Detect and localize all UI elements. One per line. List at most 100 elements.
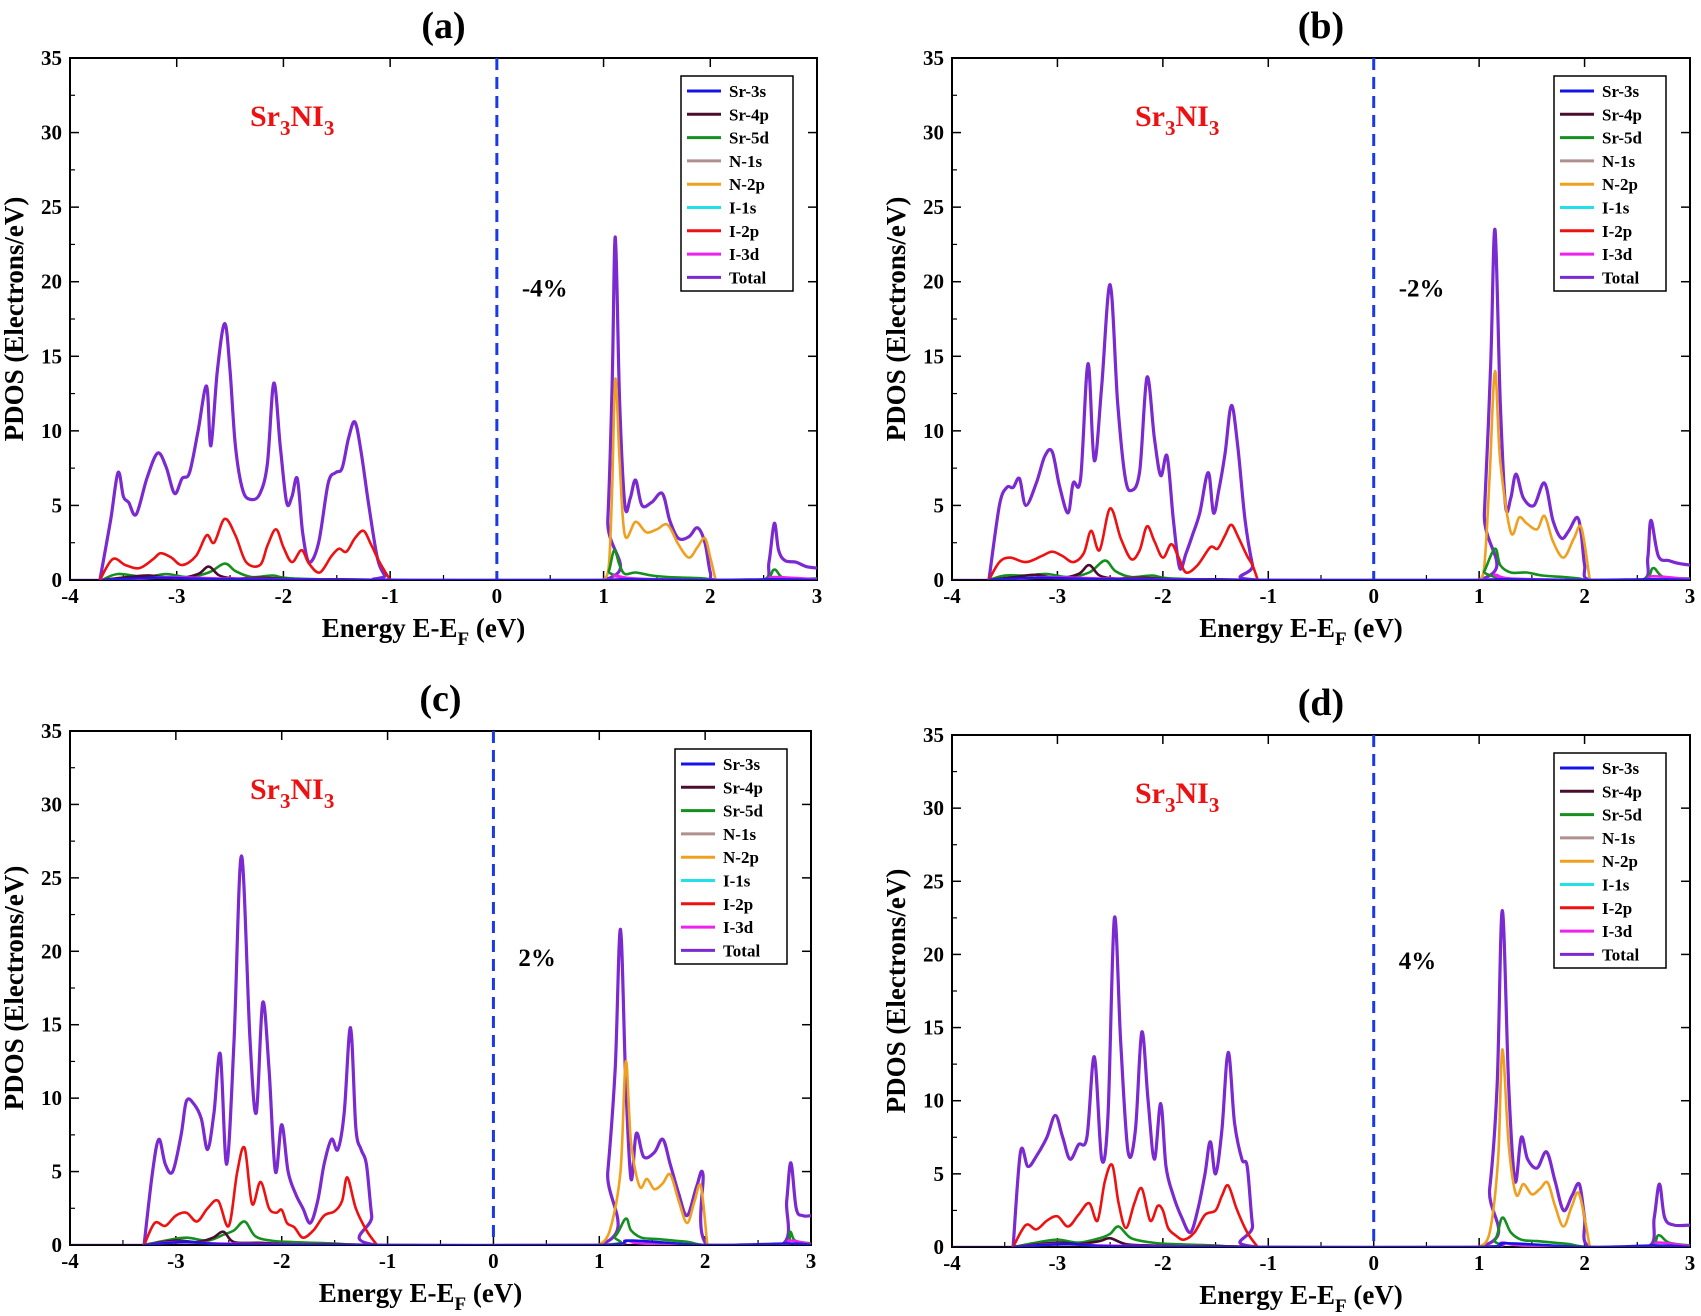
y-tick-label: 35: [41, 719, 62, 743]
strain-label: -4%: [522, 276, 568, 303]
x-tick-label: -2: [275, 584, 293, 608]
series-group: [142, 854, 811, 1245]
y-tick-label: 20: [923, 942, 944, 966]
legend-label: Sr-5d: [1602, 806, 1643, 825]
legend-label: N-2p: [723, 848, 759, 867]
legend-label: Sr-5d: [1602, 129, 1643, 148]
x-axis-title: Energy E-EF (eV): [319, 1278, 523, 1315]
y-tick-label: 20: [923, 270, 944, 294]
y-tick-label: 15: [41, 1013, 62, 1037]
y-axis-title: PDOS (Electrons/eV): [881, 869, 911, 1114]
panel-label: (b): [1298, 5, 1344, 47]
x-axis-title: Energy E-EF (eV): [322, 613, 526, 650]
y-tick-label: 10: [41, 419, 62, 443]
legend-label: Sr-4p: [723, 778, 763, 797]
y-tick-label: 20: [41, 270, 62, 294]
series-i-2p-line: [1011, 1163, 1259, 1247]
legend-label: N-1s: [729, 152, 762, 171]
series-sr-3s-line: [101, 576, 817, 580]
x-tick-label: 0: [488, 1249, 499, 1273]
series-i-2p-line: [98, 517, 392, 580]
legend-label: I-3d: [1602, 922, 1633, 941]
x-tick-label: -2: [1154, 1251, 1172, 1275]
series-sr-3s-line: [1013, 1242, 1690, 1247]
panel-label: (d): [1298, 682, 1344, 724]
x-tick-label: 3: [1685, 1251, 1696, 1275]
x-tick-label: -1: [379, 1249, 397, 1273]
legend-label: N-1s: [1602, 152, 1635, 171]
legend-label: Sr-5d: [729, 129, 770, 148]
y-tick-label: 0: [934, 1235, 945, 1259]
legend-label: N-1s: [723, 825, 756, 844]
x-tick-label: 2: [705, 584, 716, 608]
series-total-line: [98, 235, 817, 580]
legend-label: Sr-4p: [1602, 105, 1642, 124]
x-tick-label: -1: [381, 584, 399, 608]
legend-label: Sr-4p: [729, 105, 769, 124]
legend-label: Sr-3s: [723, 755, 761, 774]
panel-label: (c): [419, 678, 461, 720]
compound-label: Sr3NI3: [250, 773, 334, 813]
legend-label: I-3d: [729, 245, 760, 264]
legend: Sr-3s Sr-4p Sr-5d N-1s N-2p I-1s I-2p I-3d Total: [680, 75, 794, 292]
x-tick-label: -2: [273, 1249, 291, 1273]
legend-label: N-2p: [1602, 852, 1638, 871]
legend-label: N-2p: [1602, 175, 1638, 194]
x-tick-label: -1: [1260, 584, 1278, 608]
compound-label: Sr3NI3: [1135, 100, 1219, 140]
y-tick-label: 5: [934, 1162, 945, 1186]
x-tick-label: 2: [1579, 584, 1590, 608]
series-n-2p-line: [1477, 369, 1592, 580]
legend-label: I-2p: [1602, 222, 1632, 241]
y-tick-label: 5: [52, 1160, 63, 1184]
y-tick-label: 25: [41, 195, 62, 219]
y-tick-label: 30: [41, 121, 62, 145]
x-axis-title: Energy E-EF (eV): [1199, 1280, 1403, 1316]
legend-label: Sr-4p: [1602, 782, 1642, 801]
x-tick-label: -4: [943, 584, 961, 608]
y-tick-label: 0: [52, 568, 63, 592]
y-axis-title: PDOS (Electrons/eV): [0, 197, 29, 442]
y-tick-label: 5: [52, 493, 63, 517]
legend-label: I-1s: [729, 199, 757, 218]
legend-label: I-2p: [729, 222, 759, 241]
series-i-2p-line: [987, 507, 1259, 580]
legend-label: I-2p: [1602, 899, 1632, 918]
y-tick-label: 35: [923, 723, 944, 747]
legend-label: I-3d: [723, 918, 754, 937]
legend-label: Sr-3s: [1602, 759, 1640, 778]
series-sr-3s-line: [988, 576, 1690, 580]
x-tick-label: -1: [1260, 1251, 1278, 1275]
legend-label: N-2p: [729, 175, 765, 194]
series-sr-3s-line: [144, 1239, 811, 1245]
x-tick-label: 2: [700, 1249, 711, 1273]
x-tick-label: 0: [492, 584, 503, 608]
series-n-2p-line: [602, 377, 717, 580]
x-tick-label: 3: [812, 584, 823, 608]
legend: Sr-3s Sr-4p Sr-5d N-1s N-2p I-1s I-2p I-3d Total: [1553, 752, 1667, 969]
y-tick-label: 10: [41, 1086, 62, 1110]
legend-label: I-2p: [723, 895, 753, 914]
y-tick-label: 15: [923, 344, 944, 368]
y-tick-label: 30: [923, 121, 944, 145]
series-n-2p-line: [598, 1060, 709, 1245]
compound-label: Sr3NI3: [250, 100, 334, 140]
y-tick-label: 35: [41, 46, 62, 70]
series-n-2p-line: [1478, 1048, 1592, 1247]
legend-label: I-3d: [1602, 245, 1633, 264]
legend-label: Sr-3s: [729, 82, 767, 101]
x-tick-label: -3: [168, 584, 186, 608]
series-total-line: [987, 227, 1690, 580]
y-tick-label: 30: [41, 792, 62, 816]
legend-label: Total: [723, 941, 760, 960]
x-tick-label: 3: [806, 1249, 817, 1273]
legend-label: N-1s: [1602, 829, 1635, 848]
y-tick-label: 30: [923, 796, 944, 820]
x-tick-label: -4: [61, 584, 79, 608]
y-tick-label: 35: [923, 46, 944, 70]
series-total-line: [1011, 908, 1690, 1247]
y-axis-title: PDOS (Electrons/eV): [0, 866, 29, 1111]
x-tick-label: -3: [1049, 1251, 1067, 1275]
